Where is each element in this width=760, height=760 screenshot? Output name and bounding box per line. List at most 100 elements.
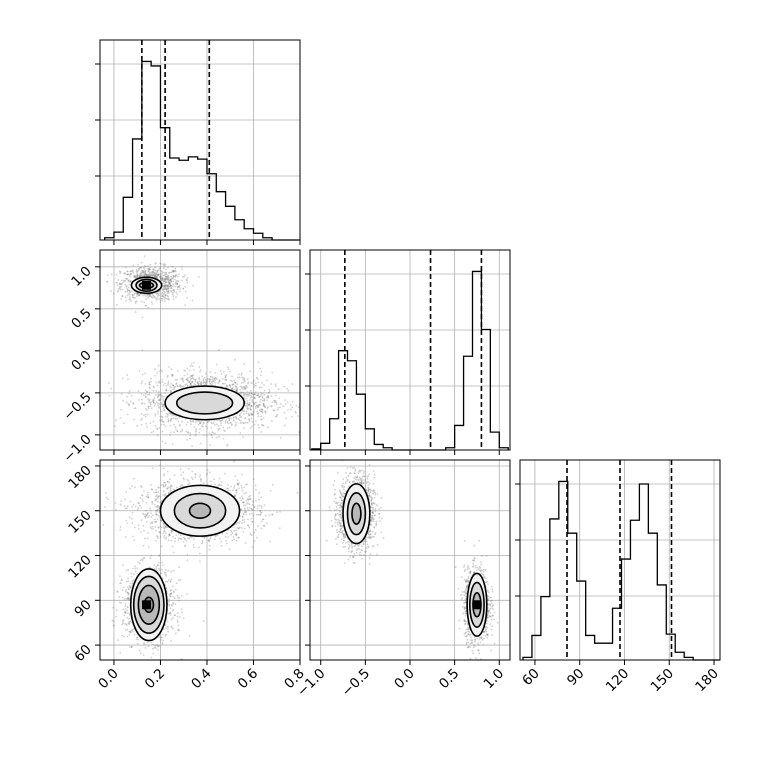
- scatter-point: [257, 412, 259, 414]
- scatter-point: [262, 424, 265, 427]
- scatter-point: [124, 608, 127, 610]
- scatter-point: [163, 263, 166, 265]
- scatter-point: [260, 392, 263, 394]
- scatter-point: [166, 278, 169, 280]
- scatter-point: [242, 381, 245, 384]
- scatter-point: [126, 273, 129, 276]
- scatter-point: [186, 438, 188, 441]
- scatter-point: [178, 286, 180, 289]
- scatter-point: [250, 404, 253, 407]
- scatter-point: [236, 521, 239, 524]
- scatter-point: [144, 271, 146, 273]
- scatter-point: [137, 294, 140, 297]
- scatter-point: [165, 281, 168, 283]
- scatter-point: [243, 427, 245, 430]
- scatter-point: [115, 419, 118, 422]
- scatter-point: [188, 437, 191, 440]
- scatter-point: [119, 283, 122, 286]
- scatter-point: [177, 420, 180, 423]
- scatter-point: [185, 378, 188, 380]
- scatter-point: [174, 426, 177, 428]
- scatter-point: [167, 579, 170, 581]
- scatter-point: [159, 536, 162, 538]
- scatter-point: [166, 279, 169, 282]
- scatter-point: [141, 498, 144, 501]
- scatter-point: [224, 376, 227, 378]
- scatter-point: [185, 278, 188, 281]
- scatter-point: [116, 281, 119, 284]
- scatter-point: [127, 568, 130, 571]
- scatter-point: [170, 279, 173, 282]
- scatter-point: [169, 287, 172, 290]
- scatter-point: [115, 304, 118, 306]
- scatter-point: [199, 422, 201, 424]
- scatter-point: [167, 626, 169, 628]
- scatter-point: [148, 268, 151, 270]
- scatter-point: [253, 540, 256, 542]
- scatter-point: [248, 391, 251, 394]
- scatter-point: [160, 276, 163, 279]
- scatter-point: [125, 623, 128, 625]
- scatter-point: [186, 559, 189, 562]
- panel-frame: [519, 459, 721, 661]
- scatter-point: [142, 294, 145, 297]
- scatter-point: [146, 274, 148, 277]
- scatter-point: [174, 269, 177, 272]
- scatter-point: [177, 286, 180, 288]
- scatter-point: [235, 491, 238, 494]
- scatter-point: [149, 422, 152, 425]
- scatter-point: [164, 392, 166, 394]
- scatter-point: [126, 597, 129, 600]
- scatter-point: [172, 285, 174, 288]
- scatter-point: [242, 413, 245, 416]
- scatter-point: [165, 627, 167, 630]
- scatter-point: [218, 379, 221, 382]
- scatter-point: [213, 423, 216, 426]
- scatter-point: [285, 417, 287, 420]
- scatter-point: [151, 270, 154, 273]
- scatter-point: [246, 400, 249, 402]
- scatter-point: [175, 428, 177, 431]
- scatter-point: [173, 540, 176, 543]
- scatter-point: [152, 400, 155, 403]
- scatter-point: [168, 533, 171, 535]
- scatter-point: [251, 509, 254, 511]
- scatter-point: [144, 383, 147, 385]
- x-tick-label: 60: [519, 666, 542, 689]
- scatter-point: [252, 478, 255, 481]
- scatter-point: [200, 425, 203, 428]
- scatter-point: [141, 270, 144, 272]
- scatter-point: [170, 284, 173, 287]
- scatter-point: [163, 406, 166, 408]
- scatter-point: [166, 287, 169, 290]
- scatter-point: [159, 419, 161, 422]
- scatter-point: [176, 417, 179, 420]
- scatter-point: [176, 619, 179, 622]
- scatter-point: [159, 398, 162, 401]
- scatter-point: [234, 424, 237, 427]
- scatter-point: [134, 292, 137, 295]
- scatter-point: [144, 396, 147, 399]
- scatter-point: [234, 382, 237, 384]
- scatter-point: [260, 418, 263, 421]
- scatter-point: [161, 643, 164, 645]
- scatter-point: [173, 290, 176, 293]
- scatter-point: [125, 588, 128, 591]
- density-contour: [175, 391, 234, 415]
- scatter-point: [166, 487, 169, 490]
- scatter-point: [162, 384, 165, 387]
- scatter-point: [252, 500, 255, 503]
- scatter-point: [175, 582, 178, 585]
- scatter-point: [168, 593, 171, 596]
- scatter-point: [157, 268, 160, 271]
- scatter-point: [150, 407, 153, 410]
- scatter-point: [211, 376, 214, 379]
- scatter-point: [176, 615, 179, 618]
- scatter-point: [186, 281, 189, 284]
- scatter-point: [160, 280, 163, 282]
- scatter-point: [250, 414, 253, 417]
- scatter-point: [164, 280, 167, 283]
- scatter-point: [117, 287, 120, 290]
- scatter-point: [159, 408, 162, 411]
- scatter-point: [228, 548, 231, 551]
